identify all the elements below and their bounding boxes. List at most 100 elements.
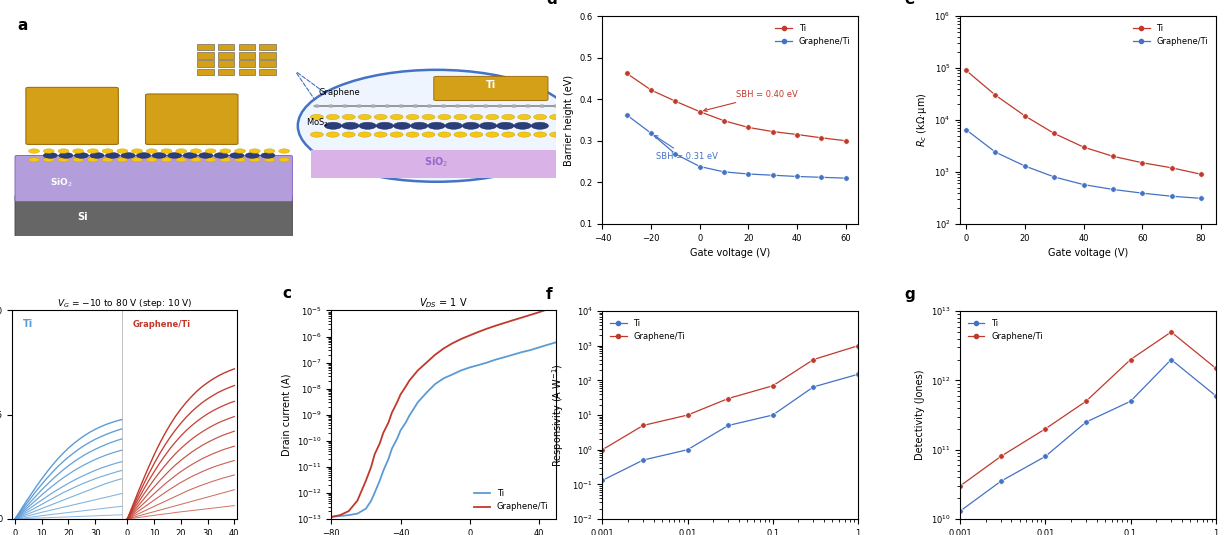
Circle shape [214,152,228,158]
Circle shape [413,105,419,108]
Bar [259,68,275,75]
Circle shape [249,158,260,162]
Circle shape [176,149,187,153]
Circle shape [205,149,216,153]
FancyBboxPatch shape [15,156,292,202]
Circle shape [298,70,575,182]
Circle shape [532,123,549,129]
Circle shape [87,158,98,162]
Bar [259,60,275,67]
Circle shape [311,114,323,120]
Text: f: f [546,287,553,302]
Circle shape [502,132,515,137]
Text: Graphene: Graphene [318,88,360,97]
Circle shape [131,158,142,162]
Text: d: d [546,0,558,6]
Circle shape [534,132,546,137]
Circle shape [327,114,339,120]
Circle shape [462,123,480,129]
Circle shape [496,105,503,108]
Circle shape [72,149,84,153]
Circle shape [422,132,435,137]
Circle shape [518,114,530,120]
Bar [217,68,235,75]
Bar [198,44,214,50]
Circle shape [454,114,467,120]
Circle shape [72,158,84,162]
Circle shape [553,105,560,108]
Circle shape [410,123,429,129]
Circle shape [279,158,290,162]
Circle shape [539,105,545,108]
Circle shape [102,158,113,162]
Circle shape [75,152,88,158]
X-axis label: Gate voltage (V): Gate voltage (V) [1047,248,1129,258]
Circle shape [375,114,387,120]
Circle shape [438,132,451,137]
Y-axis label: Detectivity (Jones): Detectivity (Jones) [915,370,925,460]
Circle shape [152,152,166,158]
Legend: Ti, Graphene/Ti: Ti, Graphene/Ti [607,315,689,344]
Legend: Ti, Graphene/Ti: Ti, Graphene/Ti [470,486,551,515]
Circle shape [117,158,128,162]
Circle shape [359,132,371,137]
Circle shape [391,132,403,137]
Circle shape [230,152,244,158]
Circle shape [43,152,58,158]
Circle shape [468,105,475,108]
Circle shape [406,114,419,120]
FancyBboxPatch shape [312,150,561,179]
Circle shape [550,114,562,120]
Text: a: a [17,18,28,33]
Circle shape [146,149,157,153]
X-axis label: Gate voltage (V): Gate voltage (V) [690,248,770,258]
Circle shape [454,132,467,137]
Circle shape [486,114,499,120]
Circle shape [28,158,39,162]
Circle shape [496,123,515,129]
Circle shape [328,105,334,108]
Text: SiO$_2$: SiO$_2$ [425,155,448,169]
Circle shape [341,105,349,108]
Circle shape [370,105,377,108]
Circle shape [341,123,359,129]
Text: SBH = 0.40 eV: SBH = 0.40 eV [704,90,798,111]
Circle shape [205,158,216,162]
Circle shape [58,149,69,153]
Circle shape [313,105,321,108]
Circle shape [359,114,371,120]
Circle shape [235,149,246,153]
Circle shape [146,158,157,162]
Legend: Ti, Graphene/Ti: Ti, Graphene/Ti [772,20,853,49]
Circle shape [441,105,447,108]
Circle shape [311,132,323,137]
Bar [217,60,235,67]
Circle shape [136,152,151,158]
Circle shape [260,152,275,158]
Circle shape [59,152,72,158]
Circle shape [131,149,142,153]
Circle shape [279,149,290,153]
Circle shape [470,114,483,120]
Circle shape [513,123,532,129]
Bar [198,60,214,67]
Bar [259,44,275,50]
Circle shape [43,149,54,153]
Text: SBH = 0.31 eV: SBH = 0.31 eV [655,135,718,162]
Circle shape [454,105,460,108]
Text: Ti: Ti [486,80,496,90]
Circle shape [356,105,362,108]
Y-axis label: Responsivity (A W$^{-1}$): Responsivity (A W$^{-1}$) [550,363,566,467]
Circle shape [235,158,246,162]
Circle shape [518,132,530,137]
Bar [238,44,255,50]
Text: g: g [904,287,915,302]
Y-axis label: $R_c$ (kΩ·μm): $R_c$ (kΩ·μm) [915,93,928,147]
Circle shape [398,105,404,108]
Y-axis label: Drain current (A): Drain current (A) [281,373,291,456]
FancyBboxPatch shape [26,87,118,144]
Circle shape [327,132,339,137]
Circle shape [167,152,182,158]
Legend: Ti, Graphene/Ti: Ti, Graphene/Ti [1130,20,1212,49]
Circle shape [264,149,275,153]
